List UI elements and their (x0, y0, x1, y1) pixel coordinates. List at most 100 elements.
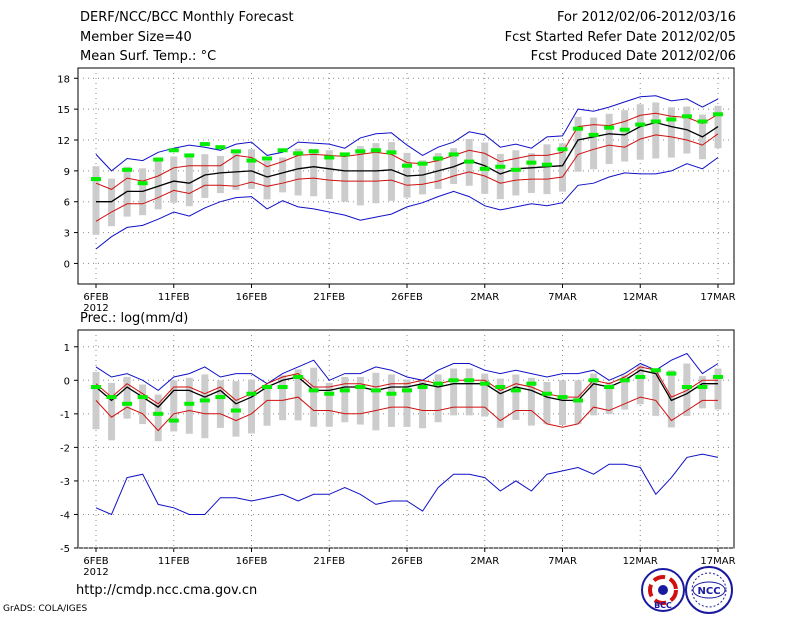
prec-chart-title: Prec.: log(mm/d) (80, 311, 188, 326)
temp-climatology-marker (650, 119, 661, 124)
prec-x-tick-label: 26FEB (391, 556, 423, 567)
prec-climatology-marker (386, 391, 397, 396)
temp-y-tick-label: 12 (57, 136, 70, 147)
temp-climatology-marker (122, 167, 133, 172)
temp-spread-box (590, 117, 598, 170)
prec-climatology-marker (557, 395, 568, 400)
prec-y-tick-label: -2 (60, 443, 70, 454)
temp-spread-box (621, 110, 629, 162)
fcst-started-date: Fcst Started Refer Date 2012/02/05 (504, 30, 736, 45)
temp-y-tick-label: 18 (57, 74, 70, 85)
prec-x-tick-label: 2MAR (470, 556, 499, 567)
temp-spread-box (341, 153, 349, 202)
temp-x-tick-label: 7MAR (548, 292, 577, 303)
temp-spread-box (574, 116, 582, 172)
temp-climatology-marker (402, 163, 412, 168)
temp-climatology-marker (262, 156, 273, 161)
prec-spread-box (496, 378, 504, 428)
temp-x-tick-label: 17MAR (700, 292, 735, 303)
prec-climatology-marker (433, 381, 444, 386)
temp-climatology-marker (184, 153, 195, 158)
forecast-period: For 2012/02/06-2012/03/16 (557, 10, 736, 25)
temp-climatology-marker (541, 162, 552, 167)
prec-spread-box (154, 394, 162, 442)
prec-climatology-marker (681, 385, 692, 390)
prec-climatology-marker (293, 374, 304, 379)
temp-spread-box (92, 166, 100, 235)
prec-min-line (95, 453, 719, 516)
temp-spread-box (559, 143, 566, 192)
prec-climatology-marker (619, 378, 630, 383)
temp-x-year-label: 2012 (83, 303, 108, 314)
temp-x-tick-label: 21FEB (313, 292, 345, 303)
prec-x-tick-label: 11FEB (158, 556, 190, 567)
fcst-produced-date: Fcst Produced Date 2012/02/06 (530, 49, 736, 64)
prec-climatology-marker (464, 378, 475, 383)
prec-spread-box (263, 384, 271, 426)
temp-climatology-marker (619, 127, 630, 132)
prec-climatology-marker (370, 388, 381, 393)
temp-x-tick-label: 6FEB (83, 292, 108, 303)
prec-climatology-marker (168, 418, 179, 423)
prec-spread-box (279, 375, 287, 421)
prec-x-tick-label: 16FEB (236, 556, 268, 567)
prec-spread-box (481, 373, 489, 417)
prec-x-tick-label: 7MAR (548, 556, 577, 567)
prec-climatology-marker (604, 385, 615, 390)
prec-climatology-marker (666, 371, 677, 376)
source-url[interactable]: http://cmdp.ncc.cma.gov.cn (76, 583, 258, 598)
temp-spread-box (325, 150, 333, 200)
temp-climatology-marker (479, 166, 490, 171)
software-credit: GrADS: COLA/IGES (3, 604, 88, 614)
temp-y-tick-label: 3 (64, 229, 70, 240)
temp-climatology-marker (293, 151, 304, 156)
temp-spread-box (294, 148, 302, 196)
prec-spread-box (543, 381, 551, 425)
temp-climatology-marker (277, 148, 288, 153)
temp-climatology-marker (230, 149, 241, 154)
temp-spread-box (512, 150, 520, 196)
prec-climatology-marker (106, 395, 117, 400)
temp-spread-box (652, 102, 660, 159)
prec-spread-box (636, 365, 644, 405)
temp-spread-box (496, 153, 504, 200)
prec-spread-box (698, 376, 706, 409)
temp-spread-box (279, 157, 287, 193)
prec-spread-box (419, 381, 427, 429)
prec-climatology-marker (588, 378, 599, 383)
prec-climatology-marker (417, 385, 428, 390)
temp-spread-box (543, 144, 551, 195)
temp-climatology-marker (697, 119, 708, 124)
temp-spread-box (263, 160, 271, 200)
prec-spread-box (170, 380, 178, 432)
prec-climatology-marker (308, 388, 319, 393)
prec-spread-box (605, 381, 613, 415)
prec-y-tick-label: 1 (64, 343, 70, 354)
prec-x-tick-label: 12MAR (623, 556, 658, 567)
prec-spread-box (387, 374, 395, 427)
temp-climatology-marker (464, 159, 475, 164)
temp-spread-box (201, 154, 209, 199)
temp-climatology-marker (168, 148, 179, 153)
temp-climatology-marker (433, 156, 444, 161)
prec-x-tick-label: 6FEB (83, 556, 108, 567)
temp-climatology-marker (308, 149, 319, 154)
temp-climatology-marker (153, 157, 164, 162)
temp-spread-box (154, 160, 162, 210)
prec-spread-box (372, 372, 380, 431)
prec-climatology-marker (510, 388, 521, 393)
temp-spread-box (108, 178, 116, 227)
prec-plot-frame (77, 329, 735, 549)
temp-spread-box (387, 142, 395, 201)
prec-climatology-marker (215, 395, 226, 400)
ncc-logo-text: NCC (697, 586, 720, 597)
prec-spread-box (185, 377, 193, 434)
temp-max-line (95, 95, 719, 172)
prec-spread-box (123, 376, 131, 419)
prec-spread-box (341, 376, 349, 423)
temp-climatology-marker (91, 177, 101, 182)
temp-spread-box (170, 156, 178, 203)
precipitation-chart: 6FEB 11FEB 16FEB 21FEB 26FEB 2MAR 7MAR 12MAR 17M… (60, 311, 736, 578)
prec-spread-box (294, 369, 302, 421)
